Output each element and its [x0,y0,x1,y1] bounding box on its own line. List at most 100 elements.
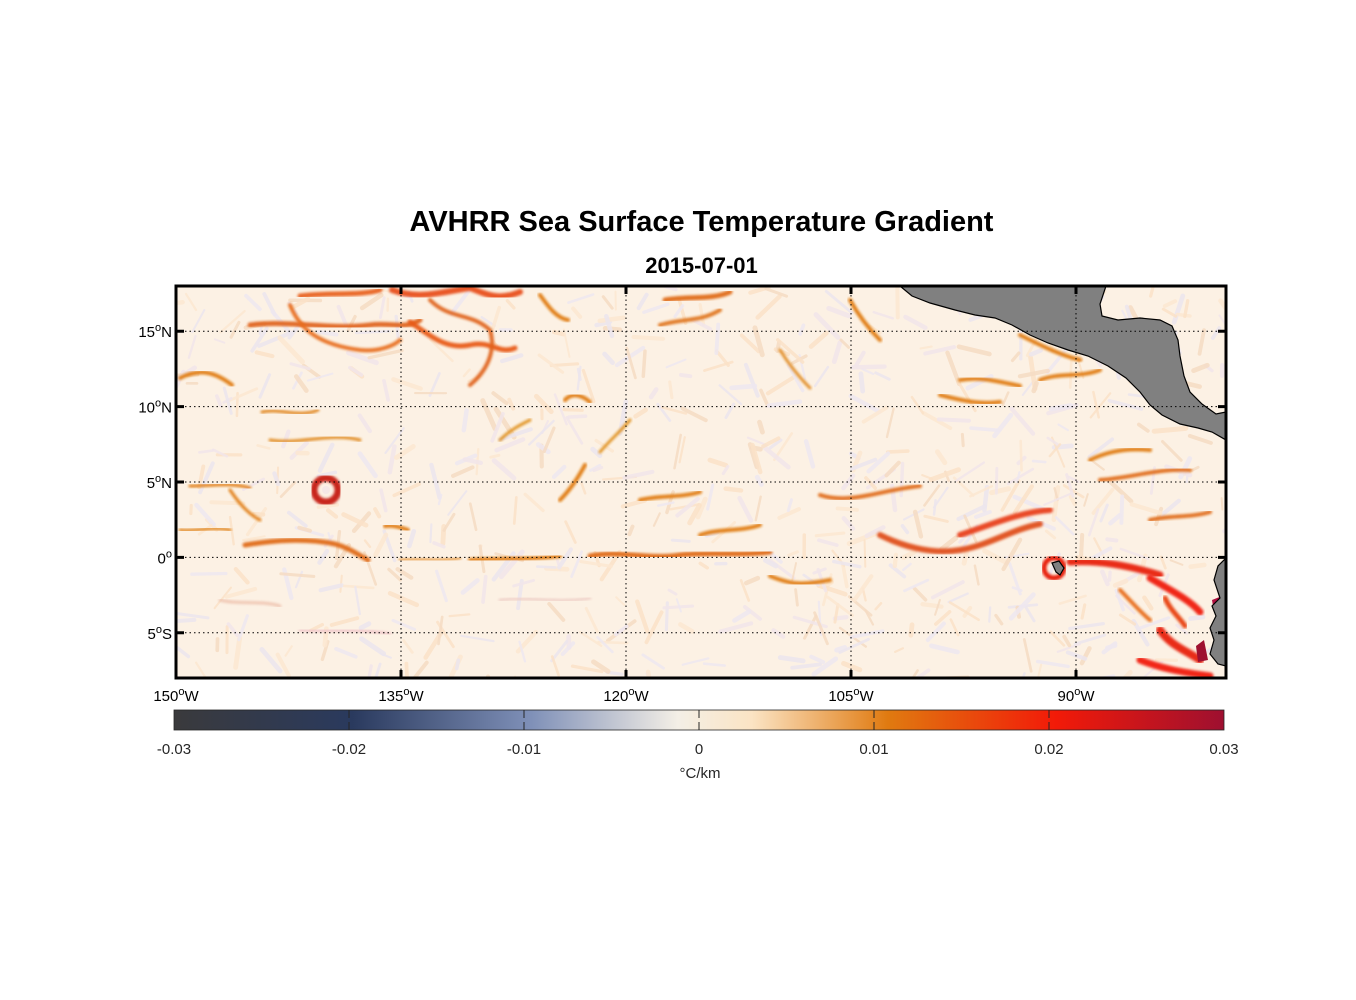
texture-streak [858,371,866,394]
texture-streak [754,495,762,522]
texture-streak [902,562,912,572]
texture-streak [723,486,744,493]
texture-streak [743,575,761,586]
texture-streak [286,510,308,528]
texture-streak [1068,494,1077,506]
texture-streak [1188,614,1206,621]
texture-streak [764,287,789,298]
lat-label: 5oN [147,473,172,492]
colorbar: -0.03 -0.02 -0.01 0 0.01 0.02 0.03 °C/km [157,709,1239,782]
texture-streak [387,567,403,582]
texture-streak [863,539,867,568]
texture-streak [553,393,568,426]
texture-streak [929,643,960,655]
front-streak [587,549,773,559]
texture-streak [912,509,924,539]
texture-streak [665,358,687,369]
texture-streak [259,647,283,674]
texture-streak [707,457,729,468]
texture-streak [1089,392,1112,419]
texture-streak [579,559,613,568]
texture-streak [1131,618,1150,647]
texture-streak [743,362,760,398]
texture-streak [703,360,734,372]
texture-streak [698,303,706,327]
texture-streak [695,496,708,520]
texture-streak [864,525,886,539]
texture-streak [798,323,806,336]
texture-streak [814,531,846,538]
texture-streak [673,433,682,470]
texture-streak [835,506,859,512]
texture-streak [560,641,576,657]
texture-streak [930,580,965,600]
texture-streak [661,406,688,415]
texture-streak [550,640,569,663]
texture-streak [1021,379,1035,397]
texture-streak [899,461,905,498]
texture-streak [194,502,216,527]
front-streak [247,317,423,329]
texture-streak [824,289,854,315]
texture-streak [244,293,262,312]
texture-streak [542,426,556,453]
texture-streak [597,315,626,324]
texture-streak [584,606,599,634]
colorbar-tick-label: 0.02 [1034,741,1063,758]
texture-streak [919,345,933,350]
longitude-labels: 150oW 135oW 120oW 105oW 90oW [153,686,1095,705]
lat-label: 10oN [138,398,172,417]
texture-streak [387,444,397,475]
texture-streak [590,446,603,459]
texture-streak [1101,641,1118,655]
texture-streak [903,578,930,593]
texture-streak [641,653,665,670]
field-texture [176,286,1226,678]
texture-streak [1028,348,1043,357]
texture-streak [811,656,839,677]
front-streak [298,628,392,636]
texture-streak [757,419,765,435]
texture-streak [803,439,816,469]
texture-streak [359,292,384,311]
texture-streak [462,457,483,466]
texture-streak [1058,594,1087,605]
texture-streak [949,618,960,637]
texture-streak [213,586,233,610]
texture-streak [992,412,1014,439]
texture-streak [680,406,708,423]
front-streak [1148,510,1212,522]
texture-streak [316,329,339,337]
texture-streak [1107,398,1144,411]
texture-streak [754,474,764,487]
texture-streak [1151,425,1189,434]
texture-streak [794,588,799,607]
texture-streak [739,333,761,354]
lon-label: 150oW [153,686,199,705]
texture-streak [633,407,648,419]
texture-streak [481,574,488,604]
texture-streak [826,595,854,617]
texture-streak [359,636,387,657]
texture-streak [357,413,372,434]
texture-streak [251,511,266,517]
texture-streak [576,365,582,391]
front-streak [768,574,832,586]
texture-streak [373,507,382,519]
texture-streak [480,398,498,432]
texture-streak [435,569,448,603]
front-streak [1162,595,1188,629]
front-streak [658,308,722,327]
texture-streak [432,541,446,549]
texture-streak [1062,484,1085,499]
texture-streak [809,654,826,665]
texture-streak [346,350,379,366]
texture-streak [718,384,743,406]
texture-streak [923,514,949,523]
front-streak [178,527,232,532]
texture-streak [622,469,655,480]
texture-streak [656,402,672,422]
texture-streak [490,411,505,443]
texture-streak [1044,529,1057,540]
texture-streak [961,547,970,566]
